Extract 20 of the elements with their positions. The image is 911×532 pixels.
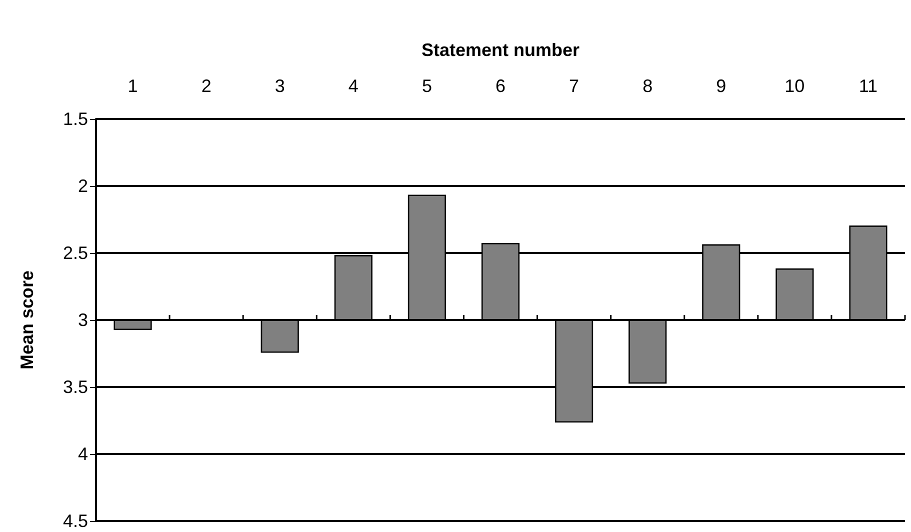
x-tick-label: 11 bbox=[858, 76, 878, 96]
x-tick-label: 2 bbox=[201, 76, 212, 96]
y-axis-title: Mean score bbox=[17, 270, 37, 370]
x-tick-label: 7 bbox=[569, 76, 580, 96]
y-tick-label: 2 bbox=[78, 176, 88, 196]
x-tick-label: 4 bbox=[348, 76, 358, 96]
x-tick-label: 6 bbox=[495, 76, 506, 96]
y-tick-label: 4 bbox=[78, 444, 88, 464]
y-tick-label: 4.5 bbox=[62, 511, 88, 531]
x-tick-label: 3 bbox=[274, 76, 285, 96]
x-tick-label: 1 bbox=[128, 76, 138, 96]
x-tick-label: 9 bbox=[716, 76, 726, 96]
x-tick-label: 5 bbox=[422, 76, 432, 96]
y-tick-label: 3.5 bbox=[62, 377, 88, 397]
x-axis-title: Statement number bbox=[421, 40, 580, 60]
x-tick-label: 8 bbox=[642, 76, 653, 96]
y-tick-label: 2.5 bbox=[62, 243, 88, 263]
y-tick-label: 3 bbox=[78, 310, 88, 330]
x-tick-label: 10 bbox=[784, 76, 805, 96]
y-tick-label: 1.5 bbox=[62, 109, 88, 129]
